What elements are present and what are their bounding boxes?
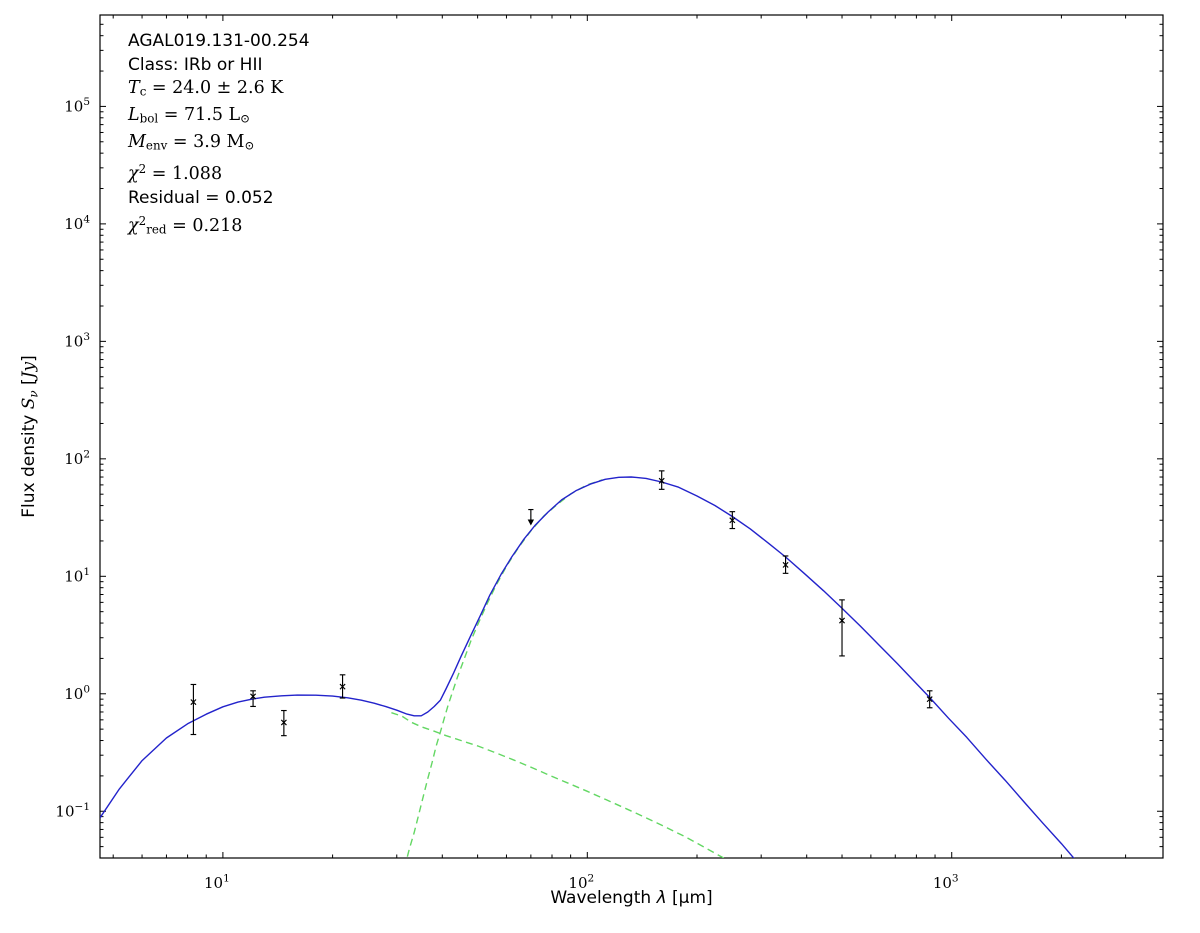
annotation-text: 2 bbox=[138, 162, 147, 177]
axis-ticks bbox=[100, 15, 1163, 858]
annotation-text: ⊙ bbox=[240, 111, 251, 126]
cold-component-curve bbox=[406, 479, 603, 858]
annotation-line: Lbol = 71.5 L⊙ bbox=[128, 104, 310, 131]
data-point-870um bbox=[926, 690, 933, 709]
annotation-text: L bbox=[128, 105, 140, 126]
y-tick-label: 103 bbox=[64, 331, 90, 350]
annotation-text: χ bbox=[128, 216, 139, 237]
x-tick-label: 102 bbox=[568, 873, 594, 892]
y-tick-label: 101 bbox=[64, 566, 90, 585]
annotation-line: Tc = 24.0 ± 2.6 K bbox=[128, 77, 310, 104]
annotation-text: = 3.9 M bbox=[167, 132, 245, 153]
upper-limit-70um bbox=[527, 508, 535, 526]
data-point-500um bbox=[839, 599, 846, 657]
data-point-250um bbox=[729, 511, 736, 530]
y-tick-label: 105 bbox=[64, 96, 90, 115]
y-tick-label: 104 bbox=[64, 214, 90, 233]
y-axis-label: Flux density Sν [Jy] bbox=[19, 355, 41, 517]
data-point-21.3um bbox=[339, 674, 346, 699]
annotation-text: = 0.218 bbox=[166, 216, 243, 237]
x-tick-label: 101 bbox=[204, 873, 230, 892]
annotation-text: bol bbox=[139, 111, 159, 126]
total-model-curve bbox=[100, 476, 1075, 858]
annotation-text: Class: IRb or HII bbox=[128, 54, 263, 75]
annotation-text: = 71.5 L bbox=[158, 105, 241, 126]
fit-parameters-annotation: AGAL019.131-00.254 Class: IRb or HII Tc = … bbox=[128, 30, 310, 242]
annotation-text: env bbox=[145, 138, 168, 153]
annotation-line: Menv = 3.9 M⊙ bbox=[128, 131, 310, 158]
data-points bbox=[190, 470, 933, 737]
annotation-text: T bbox=[128, 78, 140, 98]
annotation-text: red bbox=[146, 222, 167, 237]
annotation-text: c bbox=[139, 84, 147, 99]
annotation-text: Residual = 0.052 bbox=[128, 187, 274, 208]
annotation-line: Class: IRb or HII bbox=[128, 54, 310, 78]
y-tick-label: 100 bbox=[64, 683, 90, 702]
y-tick-label: 102 bbox=[64, 449, 90, 468]
x-tick-label: 103 bbox=[933, 873, 959, 892]
annotation-text: = 24.0 ± 2.6 K bbox=[146, 78, 284, 98]
data-point-8.3um bbox=[190, 683, 197, 736]
data-point-12.1um bbox=[250, 690, 257, 708]
data-point-350um bbox=[782, 555, 789, 574]
annotation-line: AGAL019.131-00.254 bbox=[128, 30, 310, 54]
annotation-text: M bbox=[128, 132, 146, 153]
data-point-14.7um bbox=[280, 709, 287, 737]
annotation-text: χ bbox=[128, 164, 139, 185]
annotation-text: 2 bbox=[138, 214, 147, 229]
annotation-text: ⊙ bbox=[244, 138, 255, 153]
annotation-line: χ2red = 0.218 bbox=[128, 210, 310, 242]
hot-component-curve bbox=[391, 712, 725, 858]
data-point-160um bbox=[658, 470, 665, 490]
annotation-text: AGAL019.131-00.254 bbox=[128, 31, 310, 51]
annotation-line: χ2 = 1.088 bbox=[128, 158, 310, 186]
x-axis-label: Wavelength λ [μm] bbox=[550, 888, 712, 908]
annotation-text: = 1.088 bbox=[146, 164, 223, 185]
annotation-line: Residual = 0.052 bbox=[128, 187, 310, 211]
plot-border bbox=[99, 14, 1164, 859]
y-tick-label: 10−1 bbox=[55, 801, 90, 820]
